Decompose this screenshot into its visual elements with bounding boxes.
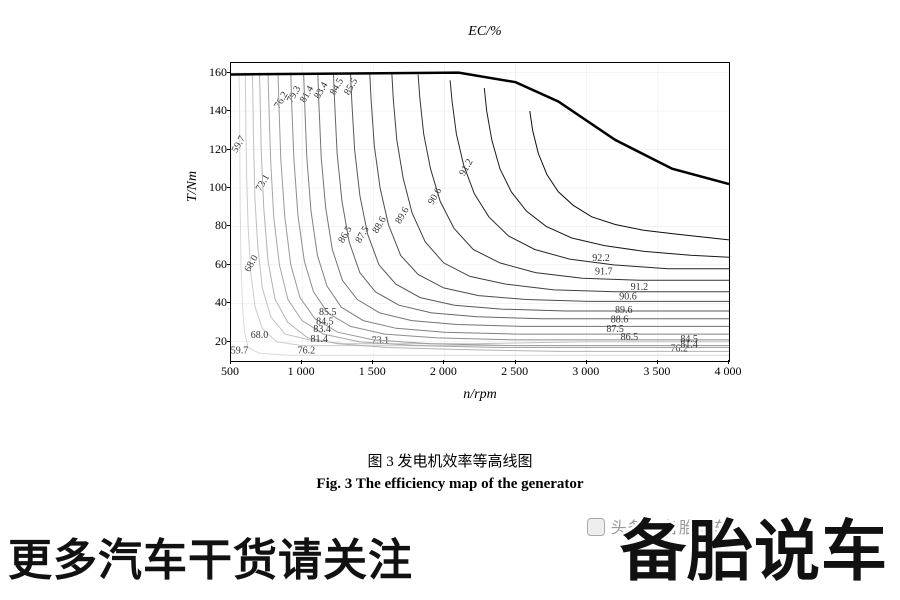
svg-text:59.7: 59.7 bbox=[231, 134, 248, 155]
y-tick: 80 bbox=[199, 218, 227, 233]
svg-text:85.5: 85.5 bbox=[319, 307, 337, 318]
x-tick: 3 000 bbox=[566, 364, 606, 379]
y-tick: 140 bbox=[199, 103, 227, 118]
y-axis-label: T/Nm bbox=[185, 171, 201, 202]
y-tick: 20 bbox=[199, 334, 227, 349]
x-tick: 2 500 bbox=[495, 364, 535, 379]
svg-text:84.5: 84.5 bbox=[316, 316, 334, 327]
svg-text:84.5: 84.5 bbox=[328, 76, 346, 97]
x-tick: 4 000 bbox=[708, 364, 748, 379]
svg-text:59.7: 59.7 bbox=[231, 345, 248, 356]
svg-text:89.6: 89.6 bbox=[393, 205, 411, 226]
x-tick: 500 bbox=[210, 364, 250, 379]
svg-text:88.6: 88.6 bbox=[611, 315, 629, 326]
svg-text:87.5: 87.5 bbox=[353, 224, 371, 245]
x-tick: 3 500 bbox=[637, 364, 677, 379]
headline-icon bbox=[587, 518, 605, 536]
x-tick: 1 500 bbox=[352, 364, 392, 379]
y-tick: 160 bbox=[199, 65, 227, 80]
svg-text:81.4: 81.4 bbox=[310, 334, 328, 345]
x-tick: 2 000 bbox=[423, 364, 463, 379]
svg-text:86.5: 86.5 bbox=[336, 224, 354, 245]
svg-text:68.0: 68.0 bbox=[242, 253, 260, 274]
caption-cn: 图 3 发电机效率等高线图 bbox=[0, 450, 900, 471]
top-title: EC/% bbox=[195, 24, 775, 40]
svg-text:68.0: 68.0 bbox=[251, 330, 269, 341]
svg-text:89.6: 89.6 bbox=[615, 305, 633, 316]
svg-text:91.2: 91.2 bbox=[631, 282, 649, 293]
watermark-overlay: 头条@备胎说车 更多汽车干货请关注 备胎说车 bbox=[0, 510, 900, 600]
svg-text:90.6: 90.6 bbox=[619, 291, 637, 302]
y-tick: 100 bbox=[199, 180, 227, 195]
figure: EC/% 59.759.768.068.073.173.176.276.276.… bbox=[195, 42, 750, 412]
svg-text:91.7: 91.7 bbox=[595, 266, 613, 277]
overlay-text-b: 备胎说车 bbox=[620, 498, 888, 594]
y-tick: 40 bbox=[199, 295, 227, 310]
svg-text:76.2: 76.2 bbox=[298, 345, 316, 356]
y-tick: 120 bbox=[199, 142, 227, 157]
svg-text:84.5: 84.5 bbox=[680, 334, 698, 345]
overlay-text-a: 更多汽车干货请关注 bbox=[8, 524, 413, 588]
contour-svg: 59.759.768.068.073.173.176.276.276.279.3… bbox=[231, 63, 729, 361]
caption-en: Fig. 3 The efficiency map of the generat… bbox=[0, 476, 900, 493]
svg-text:91.2: 91.2 bbox=[457, 157, 475, 178]
x-axis-label: n/rpm bbox=[230, 387, 730, 403]
svg-text:87.5: 87.5 bbox=[606, 324, 624, 335]
x-tick: 1 000 bbox=[281, 364, 321, 379]
svg-text:92.2: 92.2 bbox=[592, 253, 610, 264]
y-tick: 60 bbox=[199, 257, 227, 272]
plot-area: 59.759.768.068.073.173.176.276.276.279.3… bbox=[230, 62, 730, 362]
